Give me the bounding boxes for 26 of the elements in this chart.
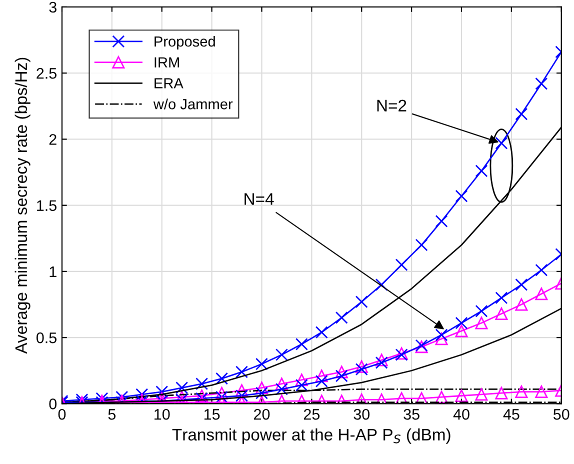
y-tick-label: 2.5 (36, 68, 56, 79)
y-axis-title: Average minimum secrecy rate (bps/Hz) (14, 58, 30, 354)
legend-label: Proposed (154, 36, 215, 50)
x-axis-title: Transmit power at the H-AP P$_{S}$ (dBm) (172, 428, 450, 444)
x-tick-label: 0 (58, 408, 66, 420)
x-tick-label: 50 (553, 408, 570, 420)
x-tick-label: 30 (354, 408, 370, 420)
x-tick-label: 10 (154, 408, 170, 420)
annotation: N=4 (244, 193, 274, 205)
y-tick-label: 0.5 (36, 332, 56, 344)
x-tick-label: 35 (404, 408, 420, 420)
y-tick-label: 1.5 (37, 200, 56, 212)
legend-label: IRM (154, 57, 179, 68)
x-tick-label: 45 (503, 409, 520, 420)
x-tick-label: 25 (304, 408, 320, 420)
x-tick-label: 5 (108, 409, 116, 420)
y-tick-label: 1 (50, 266, 56, 277)
y-tick-label: 3 (49, 2, 56, 13)
y-tick-label: 2 (49, 134, 56, 145)
x-tick-label: 20 (254, 408, 270, 420)
x-tick-label: 40 (453, 408, 470, 420)
legend-label: ERA (154, 78, 184, 88)
annotation: N=2 (377, 100, 406, 112)
y-tick-label: 0 (49, 398, 57, 410)
legend-label: w/o Jammer (153, 98, 233, 110)
x-tick-label: 15 (204, 409, 220, 420)
